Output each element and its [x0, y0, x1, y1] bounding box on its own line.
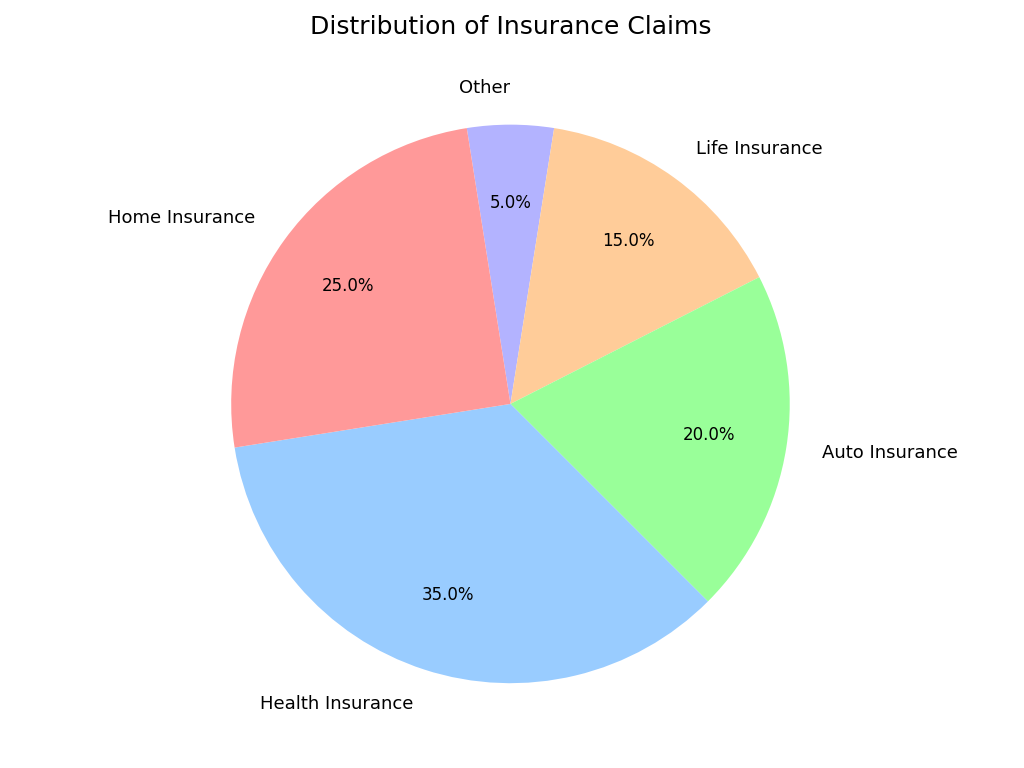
Wedge shape — [510, 128, 759, 404]
Text: Health Insurance: Health Insurance — [259, 695, 413, 713]
Text: Other: Other — [460, 79, 510, 98]
Text: 20.0%: 20.0% — [683, 426, 735, 445]
Text: 15.0%: 15.0% — [602, 232, 655, 250]
Text: Auto Insurance: Auto Insurance — [822, 444, 958, 462]
Wedge shape — [234, 404, 708, 684]
Text: Home Insurance: Home Insurance — [108, 210, 255, 227]
Wedge shape — [231, 128, 510, 448]
Wedge shape — [467, 124, 554, 404]
Text: 5.0%: 5.0% — [489, 194, 531, 212]
Text: 25.0%: 25.0% — [322, 276, 374, 295]
Text: Life Insurance: Life Insurance — [696, 140, 822, 157]
Text: 35.0%: 35.0% — [422, 586, 474, 604]
Wedge shape — [510, 277, 790, 601]
Title: Distribution of Insurance Claims: Distribution of Insurance Claims — [309, 15, 712, 39]
